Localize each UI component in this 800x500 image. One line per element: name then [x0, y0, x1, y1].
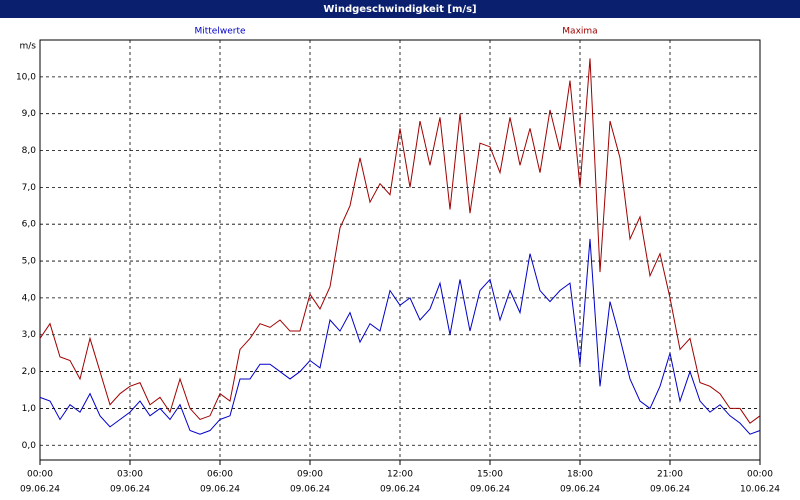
x-tick-date: 09.06.24 — [200, 485, 240, 495]
x-tick-label: 18:00 — [567, 470, 593, 480]
y-tick-label: 9,0 — [22, 109, 37, 119]
x-tick-label: 03:00 — [117, 470, 143, 480]
chart-title: Windgeschwindigkeit [m/s] — [323, 4, 476, 15]
x-tick-label: 21:00 — [657, 470, 683, 480]
y-tick-label: 0,0 — [22, 441, 37, 451]
y-tick-label: 7,0 — [22, 183, 37, 193]
x-tick-date: 09.06.24 — [20, 485, 60, 495]
x-tick-date: 09.06.24 — [560, 485, 600, 495]
y-tick-label: 5,0 — [22, 257, 37, 267]
title-bar — [0, 0, 800, 18]
x-tick-label: 12:00 — [387, 470, 413, 480]
x-tick-label: 06:00 — [207, 470, 233, 480]
data-line — [39, 58, 761, 424]
x-tick-date: 09.06.24 — [380, 485, 420, 495]
x-tick-date: 10.06.24 — [740, 485, 780, 495]
x-tick-date: 09.06.24 — [110, 485, 150, 495]
x-tick-label: 00:00 — [747, 470, 773, 480]
y-tick-label: 3,0 — [22, 330, 37, 340]
y-axis-label: m/s — [20, 42, 37, 52]
x-tick-date: 09.06.24 — [650, 485, 690, 495]
y-tick-label: 2,0 — [22, 367, 37, 377]
x-tick-date: 09.06.24 — [290, 485, 330, 495]
y-tick-label: 1,0 — [22, 404, 37, 414]
x-tick-label: 09:00 — [297, 470, 323, 480]
data-line — [39, 238, 761, 435]
x-tick-label: 00:00 — [27, 470, 53, 480]
legend-label: Maxima — [562, 27, 597, 37]
y-tick-label: 6,0 — [22, 220, 37, 230]
x-tick-date: 09.06.24 — [470, 485, 510, 495]
y-tick-label: 8,0 — [22, 146, 37, 156]
y-tick-label: 10,0 — [16, 72, 36, 82]
legend-label: Mittelwerte — [194, 27, 245, 37]
y-tick-label: 4,0 — [22, 293, 37, 303]
x-tick-label: 15:00 — [477, 470, 503, 480]
